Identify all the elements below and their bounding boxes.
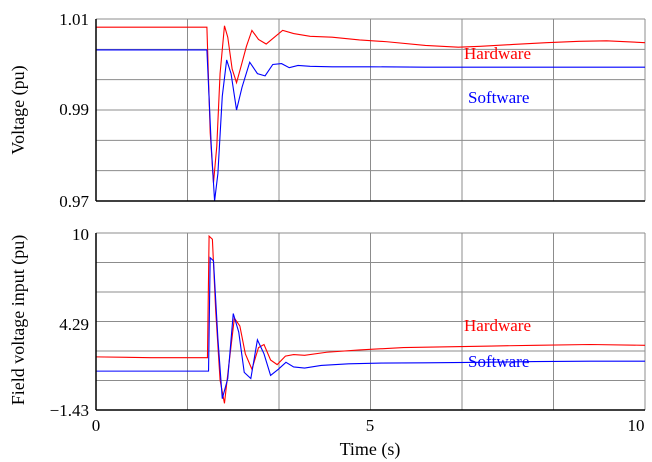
bottom-y-tick-label: 4.29 [59,315,89,334]
bottom-software-series-line [96,256,645,399]
top-y-axis-label: Voltage (pu) [8,65,29,154]
top-software-series-label: Software [468,88,529,107]
top-software-series-line [96,49,645,202]
bottom-y-tick-label: −1.43 [50,401,89,420]
top-hardware-series-line [96,25,646,183]
bottom-software-series-label: Software [468,352,529,371]
bottom-hardware-series-line [95,234,646,404]
bottom-hardware-series-label: Hardware [464,316,531,335]
x-tick-label: 10 [628,416,645,435]
top-y-tick-label: 0.99 [59,100,89,119]
grid-layer [96,18,646,410]
x-tick-label: 0 [92,416,101,435]
bottom-y-axis-label: Field voltage input (pu) [8,235,29,405]
x-tick-label: 5 [366,416,375,435]
x-axis-label: Time (s) [340,439,401,460]
bottom-y-tick-label: 10 [72,225,89,244]
series-layer [95,25,646,404]
top-y-tick-label: 0.97 [59,192,89,211]
frame-layer [95,19,645,411]
top-y-tick-label: 1.01 [59,10,89,29]
top-hardware-series-label: Hardware [464,44,531,63]
